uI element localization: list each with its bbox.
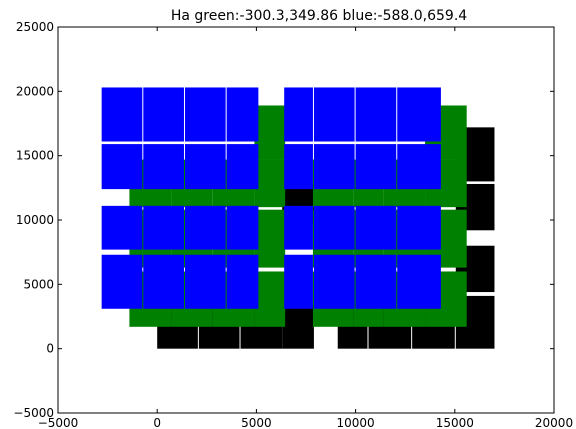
ccd-rect-s2-21 bbox=[313, 144, 355, 190]
chart-title: Ha green:-300.3,349.86 blue:-588.0,659.4 bbox=[171, 8, 467, 24]
y-tick-label-0: −5000 bbox=[13, 406, 54, 420]
ccd-rect-s2-12 bbox=[284, 205, 313, 250]
ccd-rect-s2-5 bbox=[313, 254, 355, 309]
x-tick-label-2: 5000 bbox=[241, 416, 272, 429]
ccd-rect-s2-0 bbox=[101, 254, 143, 309]
y-tick-label-3: 10000 bbox=[16, 213, 54, 227]
plot-area bbox=[101, 87, 495, 349]
ccd-rect-s1-3 bbox=[254, 271, 286, 327]
ccd-rect-s2-13 bbox=[313, 205, 355, 250]
ccd-rect-s2-27 bbox=[226, 87, 259, 142]
ccd-rect-s2-14 bbox=[355, 205, 397, 250]
y-tick-label-2: 5000 bbox=[23, 277, 54, 291]
ccd-rect-s2-2 bbox=[184, 254, 226, 309]
ccd-rect-s1-24 bbox=[254, 105, 286, 160]
y-tick-label-1: 0 bbox=[46, 342, 54, 356]
ccd-rect-s2-6 bbox=[355, 254, 397, 309]
y-tick-label-6: 25000 bbox=[16, 20, 54, 34]
x-axis: −5000 0 5000 10000 15000 20000 bbox=[38, 27, 573, 429]
ccd-rect-s1-19 bbox=[254, 159, 286, 208]
ccd-rect-s2-19 bbox=[226, 144, 259, 190]
ccd-rect-s2-3 bbox=[226, 254, 259, 309]
ccd-rect-s2-15 bbox=[397, 205, 441, 250]
y-tick-label-5: 20000 bbox=[16, 84, 54, 98]
ccd-rect-s2-18 bbox=[184, 144, 226, 190]
y-tick-label-4: 15000 bbox=[16, 149, 54, 163]
ccd-rect-s2-17 bbox=[143, 144, 184, 190]
ccd-rect-s2-10 bbox=[184, 205, 226, 250]
ccd-rect-s2-7 bbox=[397, 254, 441, 309]
ccd-rect-s2-29 bbox=[313, 87, 355, 142]
ccd-rect-s2-23 bbox=[397, 144, 441, 190]
ccd-rect-s2-30 bbox=[355, 87, 397, 142]
ccd-rect-s2-22 bbox=[355, 144, 397, 190]
ccd-rect-s2-25 bbox=[143, 87, 184, 142]
ccd-rect-s0-3 bbox=[282, 304, 314, 349]
ccd-rect-s2-24 bbox=[101, 87, 143, 142]
ccd-rect-s2-9 bbox=[143, 205, 184, 250]
ccd-rect-s2-8 bbox=[101, 205, 143, 250]
ccd-rect-s2-16 bbox=[101, 144, 143, 190]
x-tick-label-1: 0 bbox=[153, 416, 161, 429]
x-tick-label-3: 10000 bbox=[337, 416, 375, 429]
ccd-rect-s2-28 bbox=[284, 87, 313, 142]
x-tick-label-4: 15000 bbox=[436, 416, 474, 429]
x-tick-label-0: −5000 bbox=[38, 416, 79, 429]
ccd-rect-s2-20 bbox=[284, 144, 313, 190]
ccd-rect-s2-26 bbox=[184, 87, 226, 142]
y-axis: −5000 0 5000 10000 15000 20000 25000 bbox=[13, 20, 554, 420]
ccd-rect-s2-31 bbox=[397, 87, 441, 142]
ccd-rect-s2-1 bbox=[143, 254, 184, 309]
ccd-rect-s1-11 bbox=[254, 209, 286, 268]
ccd-rect-s2-11 bbox=[226, 205, 259, 250]
ccd-rect-s2-4 bbox=[284, 254, 313, 309]
x-tick-label-5: 20000 bbox=[535, 416, 573, 429]
